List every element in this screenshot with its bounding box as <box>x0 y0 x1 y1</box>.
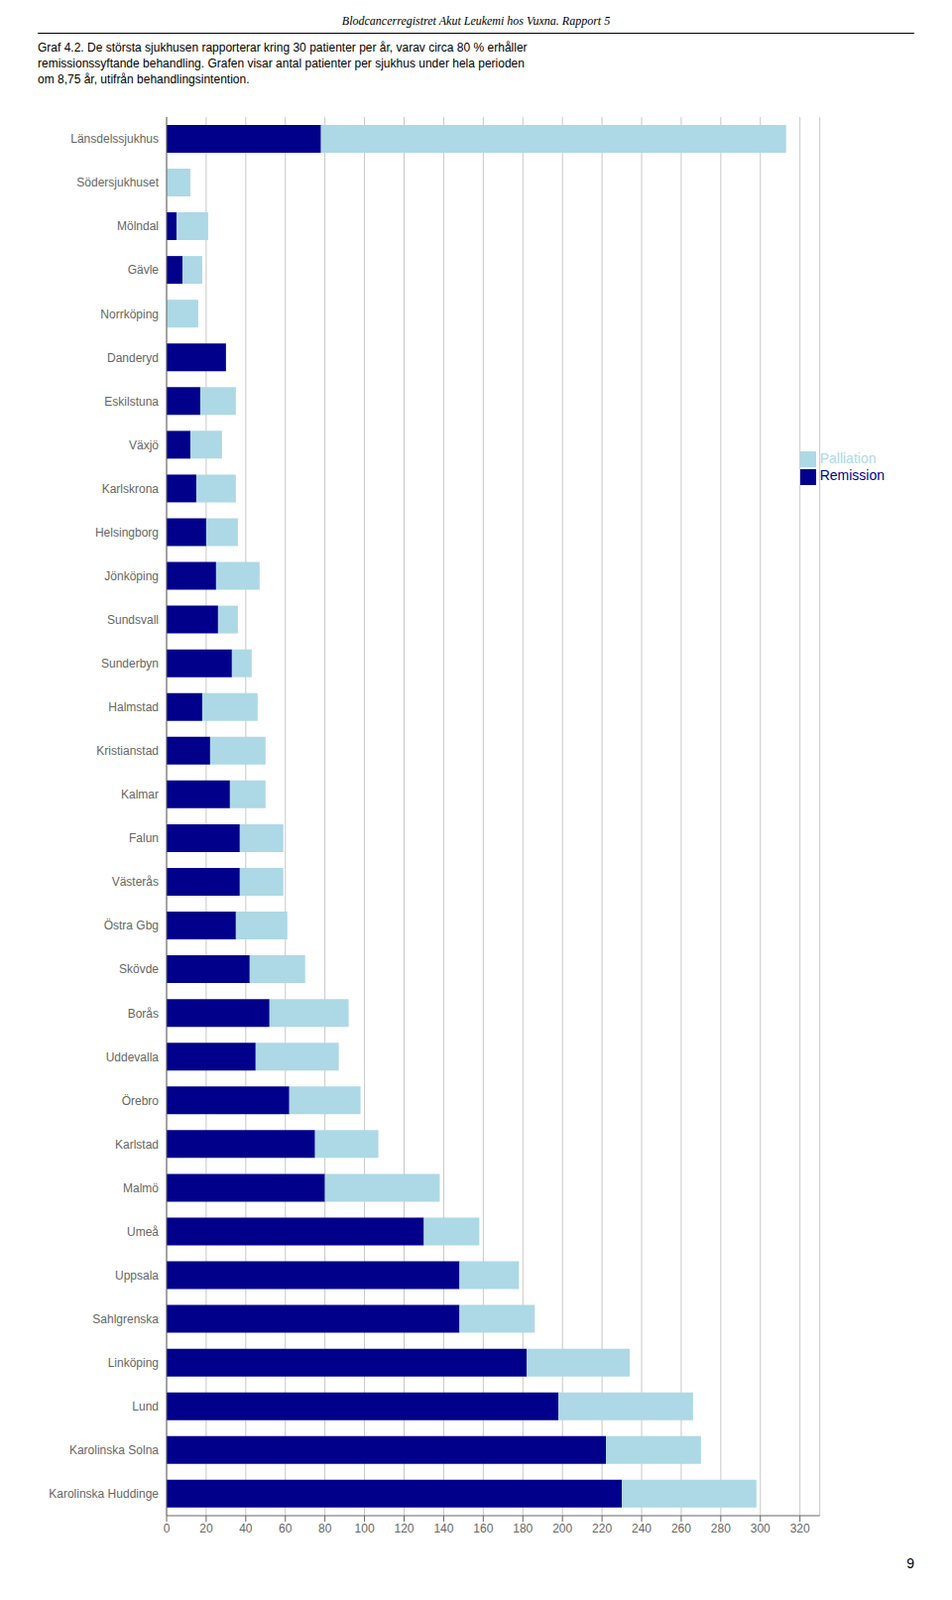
svg-text:260: 260 <box>671 1521 692 1536</box>
svg-text:Östra Gbg: Östra Gbg <box>104 918 159 933</box>
svg-text:Jönköping: Jönköping <box>104 569 159 584</box>
svg-text:180: 180 <box>512 1521 533 1536</box>
svg-text:Västerås: Västerås <box>112 874 159 889</box>
svg-text:Södersjukhuset: Södersjukhuset <box>76 175 159 190</box>
svg-text:120: 120 <box>393 1521 414 1536</box>
svg-text:Länsdelssjukhus: Länsdelssjukhus <box>70 131 159 146</box>
html-text:om 8,75 år, utifrån behandling: om 8,75 år, utifrån behandlingsintention… <box>37 72 250 87</box>
svg-text:Malmö: Malmö <box>122 1181 159 1195</box>
svg-text:Sunderbyn: Sunderbyn <box>101 656 159 671</box>
svg-text:Sundsvall: Sundsvall <box>107 612 159 627</box>
svg-text:240: 240 <box>631 1521 652 1536</box>
svg-text:Örebro: Örebro <box>121 1093 160 1108</box>
html-text:remissionssyftande behandling.: remissionssyftande behandling. Grafen vi… <box>37 56 525 71</box>
html-text:9: 9 <box>906 1554 915 1571</box>
svg-text:200: 200 <box>552 1521 573 1536</box>
svg-text:Gävle: Gävle <box>127 262 160 277</box>
svg-text:Kristianstad: Kristianstad <box>96 743 159 758</box>
svg-text:60: 60 <box>278 1521 293 1536</box>
svg-text:Halmstad: Halmstad <box>108 700 159 714</box>
svg-text:Borås: Borås <box>127 1006 159 1021</box>
svg-text:Mölndal: Mölndal <box>117 219 159 234</box>
svg-text:320: 320 <box>790 1521 811 1536</box>
svg-text:140: 140 <box>433 1521 454 1536</box>
svg-text:Karolinska Solna: Karolinska Solna <box>69 1442 159 1457</box>
svg-text:20: 20 <box>199 1521 214 1536</box>
svg-text:Eskilstuna: Eskilstuna <box>104 394 159 409</box>
svg-text:100: 100 <box>355 1521 375 1536</box>
html-text:Palliation: Palliation <box>819 450 877 467</box>
svg-text:Uddevalla: Uddevalla <box>106 1050 160 1065</box>
svg-text:Karlstad: Karlstad <box>115 1137 159 1152</box>
svg-text:Växjö: Växjö <box>128 438 159 453</box>
svg-text:280: 280 <box>711 1521 731 1536</box>
svg-text:Norrköping: Norrköping <box>100 307 159 322</box>
svg-text:Lund: Lund <box>131 1399 159 1414</box>
html-text:Remission: Remission <box>819 467 885 484</box>
svg-text:Skövde: Skövde <box>119 961 159 976</box>
svg-text:Falun: Falun <box>128 831 159 845</box>
svg-text:Sahlgrenska: Sahlgrenska <box>92 1311 159 1326</box>
svg-text:Danderyd: Danderyd <box>107 351 159 365</box>
svg-text:0: 0 <box>163 1521 171 1536</box>
svg-text:80: 80 <box>318 1521 333 1536</box>
svg-text:300: 300 <box>750 1521 771 1536</box>
svg-text:Karlskrona: Karlskrona <box>102 481 160 496</box>
svg-text:40: 40 <box>238 1521 253 1536</box>
svg-text:Kalmar: Kalmar <box>120 787 159 802</box>
html-text:Blodcancerregistret Akut Leuke: Blodcancerregistret Akut Leukemi hos Vux… <box>342 13 610 28</box>
svg-text:Linköping: Linköping <box>108 1355 159 1370</box>
svg-text:Umeå: Umeå <box>126 1224 159 1239</box>
svg-text:160: 160 <box>473 1521 493 1536</box>
svg-text:Karolinska Huddinge: Karolinska Huddinge <box>48 1486 159 1501</box>
svg-text:Uppsala: Uppsala <box>115 1268 159 1283</box>
html-text:Graf 4.2. De största sjukhusen: Graf 4.2. De största sjukhusen rapporter… <box>37 40 528 55</box>
svg-text:220: 220 <box>592 1521 612 1536</box>
svg-text:Helsingborg: Helsingborg <box>95 525 159 540</box>
